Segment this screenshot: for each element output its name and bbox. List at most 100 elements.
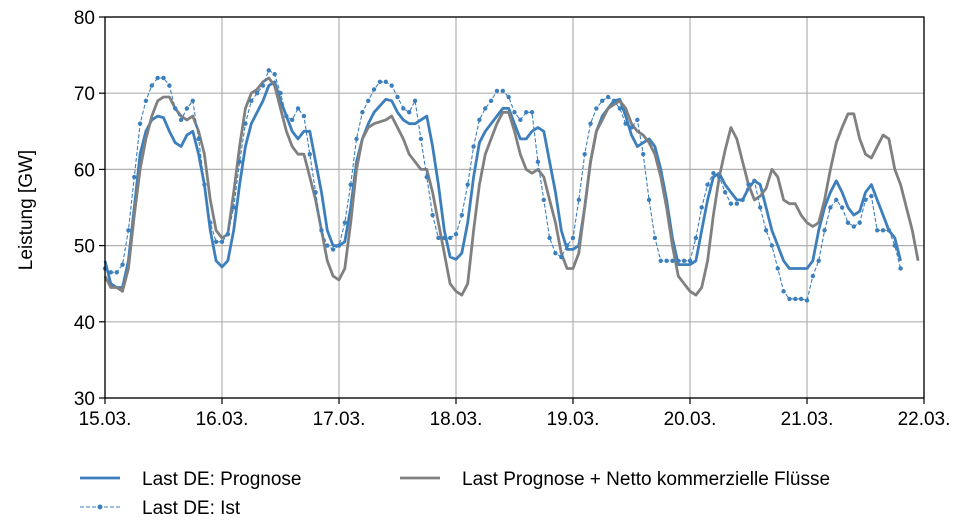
- data-point: [524, 110, 529, 115]
- data-point: [576, 197, 582, 203]
- data-point: [670, 258, 675, 264]
- data-point: [705, 182, 710, 187]
- data-point: [851, 224, 856, 229]
- data-point: [746, 182, 751, 187]
- data-point: [793, 296, 798, 302]
- data-point: [225, 231, 231, 237]
- data-point: [529, 110, 535, 115]
- data-point: [898, 266, 903, 271]
- data-point: [500, 88, 505, 94]
- data-point: [453, 231, 459, 237]
- data-point: [137, 121, 143, 126]
- data-point: [892, 243, 897, 248]
- y-tick-label: 60: [74, 160, 95, 181]
- y-tick-label: 30: [74, 389, 95, 410]
- data-point: [173, 106, 178, 111]
- data-point: [249, 98, 254, 104]
- data-point: [284, 113, 289, 119]
- data-point: [465, 182, 470, 187]
- data-point: [752, 178, 757, 184]
- data-point: [857, 220, 862, 225]
- data-point: [822, 228, 827, 233]
- data-point: [828, 205, 833, 210]
- x-tick-label: 16.03.: [196, 409, 249, 430]
- data-point: [459, 212, 465, 218]
- data-point: [412, 98, 418, 104]
- data-point: [798, 296, 804, 302]
- plot-frame: [104, 16, 925, 399]
- data-point: [518, 117, 523, 123]
- data-point: [781, 289, 786, 294]
- data-point: [407, 110, 412, 115]
- legend-label: Last DE: Ist: [142, 498, 241, 519]
- data-point: [641, 151, 646, 157]
- data-point: [354, 136, 359, 142]
- x-tick-label: 17.03.: [313, 409, 366, 430]
- y-tick-label: 50: [74, 237, 95, 258]
- data-point: [869, 193, 874, 199]
- data-point: [254, 91, 260, 96]
- data-point: [535, 159, 541, 164]
- data-point: [424, 174, 429, 180]
- data-point: [389, 83, 394, 88]
- data-point: [494, 88, 500, 94]
- data-point: [196, 136, 201, 142]
- data-point: [208, 220, 213, 225]
- data-point: [617, 106, 622, 111]
- data-point: [237, 159, 242, 164]
- data-point: [108, 270, 114, 275]
- data-point: [564, 243, 570, 248]
- data-point: [313, 190, 318, 195]
- data-point: [330, 247, 336, 252]
- data-point: [623, 121, 628, 126]
- data-point: [541, 197, 546, 203]
- data-point: [290, 117, 295, 123]
- data-point: [611, 98, 617, 104]
- data-point: [149, 83, 154, 88]
- data-point: [758, 205, 763, 210]
- data-point: [547, 235, 552, 241]
- data-point: [436, 235, 441, 241]
- data-point: [395, 94, 400, 100]
- data-point: [447, 235, 453, 241]
- data-point: [681, 258, 687, 264]
- data-point: [132, 174, 137, 180]
- data-point: [167, 83, 172, 88]
- data-point: [231, 205, 236, 210]
- data-point: [325, 243, 330, 248]
- data-point: [219, 239, 225, 244]
- data-point: [711, 171, 716, 176]
- x-tick-label: 21.03.: [781, 409, 834, 430]
- data-point: [717, 174, 722, 180]
- data-point: [488, 98, 494, 104]
- data-point: [775, 266, 780, 271]
- data-point: [594, 106, 599, 111]
- data-point: [652, 235, 658, 241]
- data-point: [266, 68, 271, 73]
- data-point: [471, 144, 476, 149]
- data-point: [728, 201, 734, 206]
- legend-marker: [97, 504, 103, 510]
- data-point: [810, 273, 816, 279]
- data-point: [635, 117, 640, 123]
- data-point: [512, 110, 517, 115]
- x-tick-label: 22.03.: [898, 409, 951, 430]
- data-point: [816, 258, 821, 264]
- data-point: [483, 106, 488, 111]
- data-point: [734, 201, 739, 206]
- data-point: [243, 121, 248, 126]
- data-point: [120, 262, 125, 267]
- data-point: [600, 98, 605, 104]
- data-point: [506, 94, 511, 100]
- data-point: [839, 205, 845, 210]
- data-point: [143, 98, 149, 104]
- y-axis-label: Leistung [GW]: [16, 150, 37, 270]
- data-point: [588, 121, 593, 126]
- data-point: [366, 98, 371, 104]
- data-point: [161, 75, 166, 81]
- axis-ticks: 30 40 50 60 70 80 15.03. 16.03. 17.03. 18.03. 19.0…: [74, 8, 951, 430]
- data-point: [371, 87, 377, 92]
- data-point: [763, 228, 769, 233]
- data-point: [646, 197, 652, 203]
